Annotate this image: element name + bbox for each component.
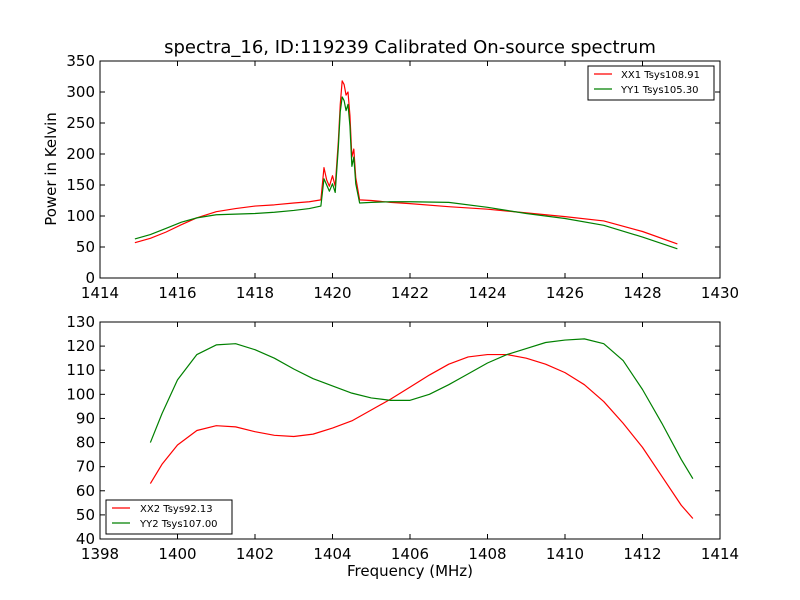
top-xticks: 1414 1416 1418 1420 1422 1424 1426 1428 1430 bbox=[81, 61, 739, 302]
top-ytick-label: 200 bbox=[66, 145, 95, 163]
bottom-series-group bbox=[149, 338, 694, 519]
bottom-xtick-label: 1410 bbox=[546, 545, 584, 563]
top-series-line-yy1 bbox=[134, 96, 678, 250]
bottom-legend: XX2 Tsys92.13 YY2 Tsys107.00 bbox=[105, 499, 233, 535]
top-xtick-label: 1426 bbox=[546, 284, 584, 302]
bottom-yticks: 40 50 60 70 80 90 100 110 120 130 bbox=[66, 313, 720, 548]
top-ytick-label: 100 bbox=[66, 207, 95, 225]
bottom-ytick-label: 80 bbox=[76, 434, 95, 452]
top-xtick-label: 1422 bbox=[391, 284, 429, 302]
top-legend-box bbox=[587, 65, 715, 101]
top-xtick-label: 1424 bbox=[468, 284, 506, 302]
bottom-ytick-label: 90 bbox=[76, 409, 95, 427]
bottom-legend-box bbox=[105, 499, 233, 535]
bottom-xtick-label: 1402 bbox=[236, 545, 274, 563]
bottom-plot-xlabel: Frequency (MHz) bbox=[347, 562, 473, 580]
top-xtick-label: 1420 bbox=[313, 284, 351, 302]
bottom-plot: 1398 1400 1402 1404 1406 1408 1410 1412 1414 40 5… bbox=[66, 313, 739, 580]
top-xtick-label: 1414 bbox=[81, 284, 119, 302]
bottom-ytick-label: 130 bbox=[66, 313, 95, 331]
top-plot-ylabel: Power in Kelvin bbox=[42, 112, 60, 226]
top-xtick-label: 1416 bbox=[158, 284, 196, 302]
bottom-xtick-label: 1400 bbox=[158, 545, 196, 563]
bottom-ytick-label: 60 bbox=[76, 482, 95, 500]
top-ytick-label: 150 bbox=[66, 176, 95, 194]
top-plot: spectra_16, ID:119239 Calibrated On-sour… bbox=[42, 37, 739, 302]
bottom-ytick-label: 110 bbox=[66, 361, 95, 379]
top-xtick-label: 1430 bbox=[701, 284, 739, 302]
bottom-ytick-label: 70 bbox=[76, 458, 95, 476]
bottom-xtick-label: 1404 bbox=[313, 545, 351, 563]
top-legend-label-xx1: XX1 Tsys108.91 bbox=[621, 70, 700, 81]
top-legend: XX1 Tsys108.91 YY1 Tsys105.30 bbox=[587, 65, 715, 101]
bottom-xtick-label: 1414 bbox=[701, 545, 739, 563]
bottom-legend-label-yy2: YY2 Tsys107.00 bbox=[139, 519, 218, 530]
bottom-ytick-label: 40 bbox=[76, 530, 95, 548]
top-ytick-label: 250 bbox=[66, 114, 95, 132]
bottom-xtick-label: 1398 bbox=[81, 545, 119, 563]
top-plot-title: spectra_16, ID:119239 Calibrated On-sour… bbox=[164, 37, 656, 58]
bottom-xtick-label: 1412 bbox=[623, 545, 661, 563]
top-legend-label-yy1: YY1 Tsys105.30 bbox=[620, 85, 699, 96]
bottom-xticks: 1398 1400 1402 1404 1406 1408 1410 1412 1414 bbox=[81, 322, 739, 563]
top-yticks: 0 50 100 150 200 250 300 350 bbox=[66, 52, 720, 287]
bottom-legend-label-xx2: XX2 Tsys92.13 bbox=[140, 504, 213, 515]
bottom-series-line-yy2 bbox=[149, 338, 694, 480]
bottom-ytick-label: 120 bbox=[66, 337, 95, 355]
top-xtick-label: 1418 bbox=[236, 284, 274, 302]
bottom-ytick-label: 100 bbox=[66, 385, 95, 403]
top-series-group bbox=[134, 80, 678, 250]
top-ytick-label: 0 bbox=[85, 269, 95, 287]
top-ytick-label: 50 bbox=[76, 238, 95, 256]
top-ytick-label: 350 bbox=[66, 52, 95, 70]
top-ytick-label: 300 bbox=[66, 83, 95, 101]
bottom-xtick-label: 1408 bbox=[468, 545, 506, 563]
bottom-ytick-label: 50 bbox=[76, 506, 95, 524]
bottom-series-line-xx2 bbox=[149, 353, 694, 519]
bottom-xtick-label: 1406 bbox=[391, 545, 429, 563]
top-series-line-xx1 bbox=[134, 80, 678, 245]
top-xtick-label: 1428 bbox=[623, 284, 661, 302]
